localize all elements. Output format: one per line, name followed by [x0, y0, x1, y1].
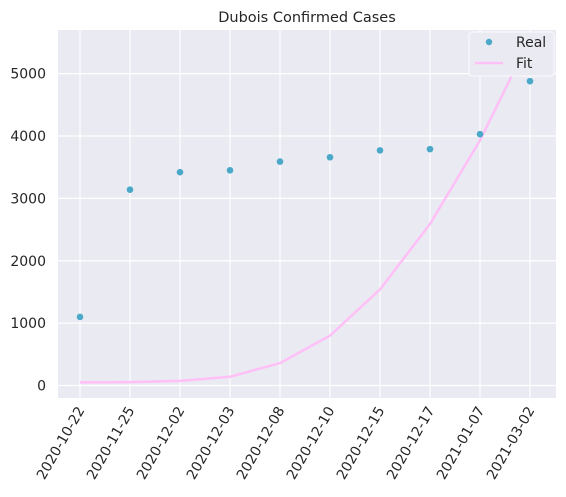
real-point-2: [176, 168, 184, 176]
y-tick-label-5: 5000: [10, 67, 46, 83]
y-tick-label-4: 4000: [10, 129, 46, 145]
y-tick-label-2: 2000: [10, 254, 46, 270]
legend-real-label: Real: [516, 35, 546, 51]
legend-real-marker: [485, 38, 493, 46]
x-tick-label-7: 2020-12-17: [384, 404, 439, 482]
x-tick-label-3: 2020-12-03: [184, 404, 239, 482]
fit-series: [79, 38, 532, 384]
real-point-8: [476, 130, 484, 138]
y-tick-label-1: 1000: [10, 316, 46, 332]
legend: Real Fit: [468, 31, 555, 77]
x-axis-ticks: 2020-10-222020-11-252020-12-022020-12-03…: [34, 404, 539, 482]
real-point-3: [226, 167, 234, 174]
x-tick-label-8: 2021-01-07: [434, 404, 489, 482]
legend-fit-label: Fit: [516, 56, 533, 72]
real-point-7: [426, 145, 434, 153]
x-tick-label-1: 2020-11-25: [84, 404, 139, 482]
y-tick-label-0: 0: [37, 379, 46, 395]
y-axis-ticks: 0 1000 2000 3000 4000 5000: [10, 67, 46, 395]
real-series: [76, 77, 534, 321]
x-tick-label-5: 2020-12-10: [284, 404, 339, 482]
fit-line: [79, 38, 532, 384]
real-point-4: [276, 158, 284, 165]
x-tick-label-4: 2020-12-08: [234, 404, 289, 482]
real-point-5: [326, 153, 334, 161]
x-tick-label-0: 2020-10-22: [34, 404, 89, 482]
real-point-1: [126, 186, 134, 193]
plot-background: [58, 30, 556, 398]
x-tick-label-9: 2021-03-02: [484, 404, 539, 482]
chart-title: Dubois Confirmed Cases: [218, 10, 396, 26]
real-point-6: [376, 147, 384, 154]
grid: [58, 30, 556, 398]
y-tick-label-3: 3000: [10, 191, 46, 207]
x-tick-label-2: 2020-12-02: [134, 404, 189, 482]
x-tick-label-6: 2020-12-15: [334, 404, 389, 482]
real-point-0: [76, 313, 84, 321]
real-point-9: [526, 77, 534, 85]
